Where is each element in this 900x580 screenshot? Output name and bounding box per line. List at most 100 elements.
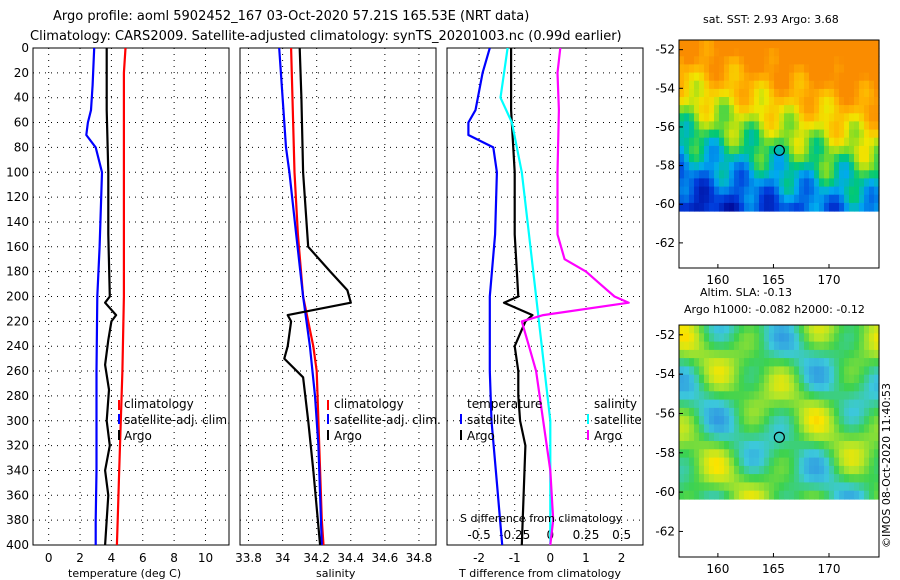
map-cell [844, 391, 850, 401]
map-cell [784, 129, 790, 139]
map-cell [699, 56, 705, 65]
map-cell [684, 186, 690, 196]
map-cell [779, 366, 785, 376]
difference-series [467, 48, 630, 545]
map-cell [709, 202, 715, 212]
map-cell [849, 137, 855, 147]
map-cell [844, 162, 850, 171]
map-cell [709, 64, 715, 74]
map-cell [759, 113, 765, 122]
map-cell [709, 113, 715, 122]
map-cell [704, 449, 710, 459]
map-cell [754, 202, 760, 212]
map-cell [799, 121, 805, 131]
map-cell [844, 170, 850, 179]
map-cell [714, 391, 720, 401]
map-cell [874, 432, 880, 442]
map-cell [859, 457, 865, 467]
map-cell [799, 349, 805, 359]
map-cell [694, 129, 700, 139]
map-cell [739, 358, 745, 367]
map-cell [729, 113, 735, 122]
map-cell [719, 349, 725, 359]
map-cell [819, 170, 825, 179]
map-cell [769, 465, 775, 475]
map-cell [789, 333, 795, 343]
map-cell [744, 72, 750, 82]
map-cell [699, 194, 705, 204]
map-cell [854, 490, 860, 500]
map-cell [759, 64, 765, 74]
map-cell [849, 374, 855, 384]
map-cell [814, 48, 820, 57]
map-cell [859, 399, 865, 409]
map-cell [689, 349, 695, 359]
map-cell [689, 202, 695, 212]
map-cell [819, 341, 825, 351]
map-cell [699, 341, 705, 351]
map-cell [699, 457, 705, 467]
map-cell [844, 97, 850, 106]
map-cell [804, 72, 810, 82]
map-cell [684, 325, 690, 334]
s-tick--0.25: -0.25 [499, 528, 530, 542]
map-cell [834, 325, 840, 334]
map-cell [714, 80, 720, 90]
map-cell [804, 64, 810, 74]
map-cell [734, 162, 740, 171]
map-cell [739, 56, 745, 65]
map-cell [779, 457, 785, 467]
salinity-legend: climatology satellite-adj. clim. Argo [327, 397, 441, 443]
map-cell [799, 358, 805, 367]
salinity-series [278, 48, 352, 545]
map-cell [744, 358, 750, 367]
map-cell [749, 137, 755, 147]
map-cell [759, 374, 765, 384]
map-cell [744, 449, 750, 459]
map-cell [759, 129, 765, 139]
map-cell [844, 178, 850, 188]
map-cell [799, 432, 805, 442]
map-cell [704, 186, 710, 196]
map-cell [854, 64, 860, 74]
map-cell [814, 154, 820, 163]
map-cell [754, 333, 760, 343]
map-cell [799, 383, 805, 392]
map-cell [774, 80, 780, 90]
map-cell [799, 56, 805, 65]
map-cell [719, 465, 725, 475]
map-cell [709, 441, 715, 450]
map-cell [809, 349, 815, 359]
map-cell [789, 178, 795, 188]
map-cell [779, 88, 785, 98]
map-cell [819, 474, 825, 483]
map-cell [744, 441, 750, 450]
map-cell [824, 72, 830, 82]
map-cell [679, 424, 685, 434]
map-cell [869, 325, 875, 334]
map-cell [744, 129, 750, 139]
map-cell [809, 97, 815, 106]
map-cell [739, 154, 745, 163]
map-cell [759, 383, 765, 392]
map-cell [829, 170, 835, 179]
map-cell [809, 72, 815, 82]
map-cell [804, 333, 810, 343]
map-cell [694, 80, 700, 90]
map-cell [759, 407, 765, 417]
map-cell [829, 64, 835, 74]
map-cell [869, 333, 875, 343]
map-cell [694, 88, 700, 98]
map-cell [749, 178, 755, 188]
map-cell [714, 145, 720, 155]
map-cell [784, 399, 790, 409]
map-cell [739, 162, 745, 171]
map-cell [779, 490, 785, 500]
map-cell [739, 325, 745, 334]
map-cell [849, 121, 855, 131]
map-cell [714, 186, 720, 196]
map-cell [679, 474, 685, 483]
map-cell [799, 170, 805, 179]
map-cell [824, 40, 830, 49]
map-cell [699, 137, 705, 147]
